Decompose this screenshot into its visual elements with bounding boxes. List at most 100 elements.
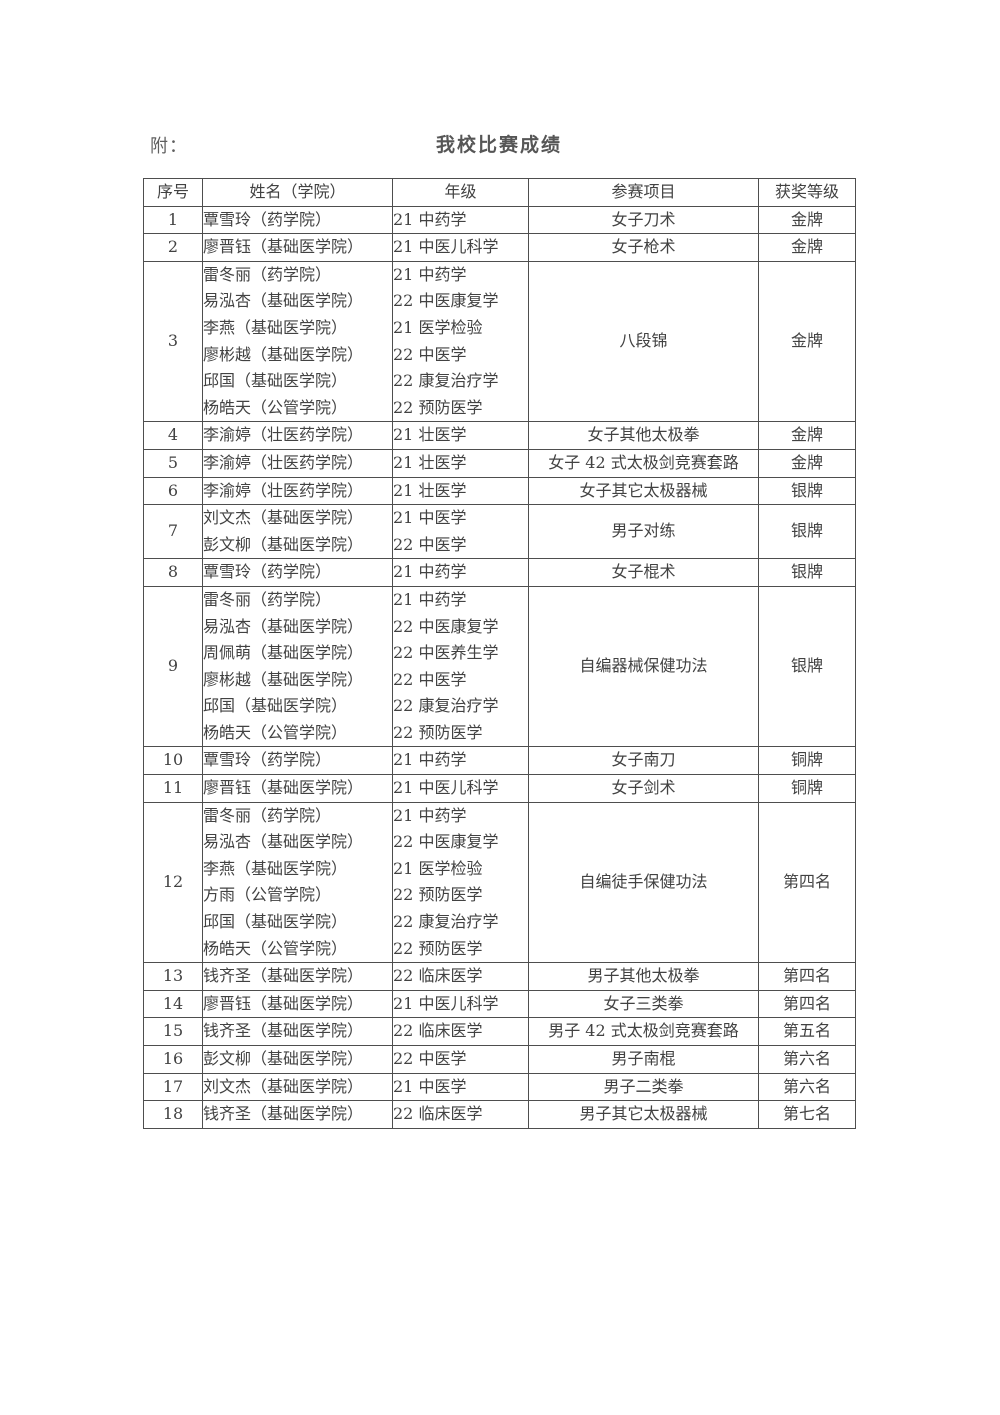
cell-names: 刘文杰（基础医学院） 彭文柳（基础医学院） (202, 504, 393, 560)
name-line: 李渝婷（壮医药学院） (203, 452, 364, 472)
grade-line: 21 中药学 (393, 209, 467, 229)
cell-award: 银牌 (758, 476, 856, 506)
cell-award: 金牌 (758, 233, 856, 262)
grade-line: 21 医学检验 (393, 858, 483, 878)
cell-grades: 21 中药学 (392, 205, 529, 235)
table-row: 7 刘文杰（基础医学院） 彭文柳（基础医学院） 21 中医学 22 中医学 男子对练 银牌 (143, 504, 856, 560)
cell-award: 第四名 (758, 801, 856, 964)
grade-line: 22 临床医学 (393, 1104, 483, 1124)
cell-no: 5 (143, 448, 203, 478)
cell-no: 16 (143, 1045, 203, 1074)
cell-no: 6 (143, 476, 203, 506)
name-line: 钱齐圣（基础医学院） (203, 1021, 364, 1041)
results-table: 序号 姓名（学院） 年级 参赛项目 获奖等级 1 覃雪玲（药学院） 21 中药学 女子刀术 金牌… (143, 178, 856, 1129)
table-row: 11 廖晋钰（基础医学院） 21 中医儿科学 女子剑术 铜牌 (143, 774, 856, 803)
name-line: 钱齐圣（基础医学院） (203, 1104, 364, 1124)
grade-line: 21 中药学 (393, 264, 467, 284)
name-line: 李燕（基础医学院） (203, 858, 348, 878)
table-row: 2 廖晋钰（基础医学院） 21 中医儿科学 女子枪术 金牌 (143, 233, 856, 262)
grade-line: 21 壮医学 (393, 480, 467, 500)
cell-no: 9 (143, 585, 203, 748)
table-row: 17 刘文杰（基础医学院） 21 中医学 男子二类拳 第六名 (143, 1072, 856, 1102)
table-row: 18 钱齐圣（基础医学院） 22 临床医学 男子其它太极器械 第七名 (143, 1100, 856, 1129)
column-header: 参赛项目 (528, 178, 759, 207)
title-row: 附： 我校比赛成绩 (143, 130, 855, 158)
name-line: 邱国（基础医学院） (203, 371, 348, 391)
cell-grades: 22 临床医学 (392, 962, 529, 991)
grade-line: 22 预防医学 (393, 885, 483, 905)
table-row: 10 覃雪玲（药学院） 21 中药学 女子南刀 铜牌 (143, 746, 856, 776)
cell-award: 铜牌 (758, 774, 856, 803)
grade-line: 21 中药学 (393, 805, 467, 825)
name-line: 彭文柳（基础医学院） (203, 1049, 364, 1068)
cell-grades: 21 中药学 22 中医康复学 21 医学检验 22 预防医学 22 康复治疗学 22 预… (392, 801, 529, 964)
name-line: 廖彬越（基础医学院） (203, 669, 364, 689)
grade-line: 22 康复治疗学 (393, 696, 499, 716)
cell-names: 雷冬丽（药学院） 易泓杏（基础医学院） 周佩萌（基础医学院） 廖彬越（基础医学院） 邱国… (202, 585, 393, 748)
cell-names: 覃雪玲（药学院） (202, 746, 393, 776)
cell-award: 金牌 (758, 205, 856, 235)
name-line: 刘文杰（基础医学院） (203, 508, 364, 528)
cell-award: 第七名 (758, 1100, 856, 1129)
name-line: 覃雪玲（药学院） (203, 750, 332, 770)
grade-line: 21 中医儿科学 (393, 237, 499, 257)
cell-names: 覃雪玲（药学院） (202, 205, 393, 235)
cell-grades: 22 临床医学 (392, 1017, 529, 1046)
cell-names: 李渝婷（壮医药学院） (202, 421, 393, 450)
cell-names: 雷冬丽（药学院） 易泓杏（基础医学院） 李燕（基础医学院） 廖彬越（基础医学院） 邱国（… (202, 260, 393, 423)
name-line: 雷冬丽（药学院） (203, 264, 332, 284)
cell-award: 金牌 (758, 260, 856, 423)
cell-event: 女子刀术 (528, 205, 759, 235)
cell-grades: 22 中医学 (392, 1045, 529, 1074)
table-row: 3 雷冬丽（药学院） 易泓杏（基础医学院） 李燕（基础医学院） 廖彬越（基础医学院） 邱国… (143, 260, 856, 423)
document-page: 附： 我校比赛成绩 序号 姓名（学院） 年级 参赛项目 获奖等级 1 覃雪玲（药学院） 21… (143, 130, 856, 1129)
grade-line: 21 壮医学 (393, 425, 467, 445)
grade-line: 22 中医学 (393, 534, 467, 554)
cell-no: 14 (143, 989, 203, 1019)
table-row: 13 钱齐圣（基础医学院） 22 临床医学 男子其他太极拳 第四名 (143, 962, 856, 991)
grade-line: 21 中医儿科学 (393, 778, 499, 798)
table-row: 1 覃雪玲（药学院） 21 中药学 女子刀术 金牌 (143, 205, 856, 235)
grade-line: 21 中药学 (393, 750, 467, 770)
grade-line: 21 中医学 (393, 508, 467, 528)
table-row: 6 李渝婷（壮医药学院） 21 壮医学 女子其它太极器械 银牌 (143, 476, 856, 506)
cell-grades: 21 中医儿科学 (392, 774, 529, 803)
cell-names: 钱齐圣（基础医学院） (202, 1017, 393, 1046)
cell-names: 雷冬丽（药学院） 易泓杏（基础医学院） 李燕（基础医学院） 方雨（公管学院） 邱国（基础… (202, 801, 393, 964)
name-line: 李燕（基础医学院） (203, 317, 348, 337)
cell-award: 铜牌 (758, 746, 856, 776)
cell-event: 男子二类拳 (528, 1072, 759, 1102)
cell-names: 彭文柳（基础医学院） (202, 1045, 393, 1074)
name-line: 杨皓天（公管学院） (203, 397, 348, 417)
grade-line: 22 预防医学 (393, 397, 483, 417)
table-row: 4 李渝婷（壮医药学院） 21 壮医学 女子其他太极拳 金牌 (143, 421, 856, 450)
attachment-prefix: 附： (150, 136, 188, 157)
name-line: 廖晋钰（基础医学院） (203, 993, 364, 1013)
name-line: 李渝婷（壮医药学院） (203, 480, 364, 500)
cell-award: 第四名 (758, 962, 856, 991)
grade-line: 22 中医康复学 (393, 616, 499, 636)
cell-no: 10 (143, 746, 203, 776)
name-line: 杨皓天（公管学院） (203, 938, 348, 958)
cell-grades: 21 中药学 (392, 558, 529, 587)
cell-names: 廖晋钰（基础医学院） (202, 989, 393, 1019)
grade-line: 22 预防医学 (393, 722, 483, 742)
column-header: 序号 (143, 178, 203, 207)
name-line: 覃雪玲（药学院） (203, 209, 332, 229)
cell-no: 3 (143, 260, 203, 423)
header-row: 序号 姓名（学院） 年级 参赛项目 获奖等级 (143, 178, 856, 207)
cell-grades: 21 中药学 22 中医康复学 21 医学检验 22 中医学 22 康复治疗学 22 预防… (392, 260, 529, 423)
grade-line: 22 中医康复学 (393, 832, 499, 852)
grade-line: 22 临床医学 (393, 966, 483, 986)
cell-no: 17 (143, 1072, 203, 1102)
cell-event: 自编器械保健功法 (528, 585, 759, 748)
cell-grades: 21 壮医学 (392, 421, 529, 450)
cell-grades: 21 中医儿科学 (392, 989, 529, 1019)
name-line: 雷冬丽（药学院） (203, 805, 332, 825)
name-line: 雷冬丽（药学院） (203, 589, 332, 609)
name-line: 刘文杰（基础医学院） (203, 1076, 364, 1096)
cell-grades: 22 临床医学 (392, 1100, 529, 1129)
cell-award: 金牌 (758, 421, 856, 450)
cell-event: 男子南棍 (528, 1045, 759, 1074)
name-line: 廖彬越（基础医学院） (203, 344, 364, 364)
